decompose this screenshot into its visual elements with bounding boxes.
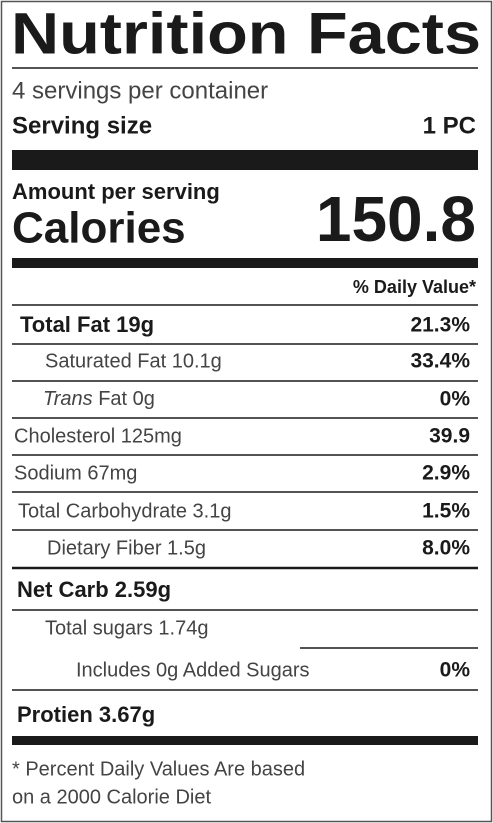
row-label: Dietary Fiber 1.5g: [47, 537, 206, 559]
thick-rule: [12, 736, 478, 745]
row-label: Total sugars 1.74g: [45, 617, 208, 639]
row-label: Net Carb 2.59g: [17, 577, 171, 602]
row-dv: 39.9: [429, 425, 470, 448]
daily-value-header: % Daily Value*: [353, 277, 476, 297]
thick-rule: [12, 258, 478, 268]
row-dv: 2.9%: [422, 462, 470, 485]
servings: 4 servings per container: [12, 77, 268, 104]
row-dv: 0%: [440, 659, 471, 682]
row-dv: 0%: [440, 388, 471, 411]
serving-size: 1 PC: [423, 112, 476, 139]
amount-label: Amount per serving: [12, 179, 220, 204]
row-label: Trans Fat 0g: [43, 388, 155, 410]
row-dv: 1.5%: [422, 500, 470, 523]
calories-label: Calories: [12, 204, 186, 253]
row-label: Total Carbohydrate 3.1g: [18, 500, 231, 522]
row-label: Includes 0g Added Sugars: [76, 659, 310, 681]
row-label-italic: Trans: [43, 388, 93, 410]
row-label: Total Fat 19g: [20, 312, 154, 337]
title: Nutrition Facts: [11, 1, 481, 66]
footnote: * Percent Daily Values Are based: [12, 758, 305, 780]
row-dv: 33.4%: [410, 350, 470, 373]
row-label-rest: Fat 0g: [98, 388, 155, 410]
footnote: on a 2000 Calorie Diet: [12, 786, 211, 808]
row-label: Protien 3.67g: [17, 702, 155, 727]
row-label: Sodium 67mg: [14, 462, 137, 484]
row-label: Cholesterol 125mg: [14, 425, 182, 447]
thick-rule: [12, 150, 478, 170]
calories-value: 150.8: [316, 183, 476, 255]
row-label: Saturated Fat 10.1g: [45, 350, 222, 372]
row-dv: 21.3%: [410, 314, 470, 337]
row-dv: 8.0%: [422, 537, 470, 560]
serving-size-label: Serving size: [12, 112, 152, 139]
